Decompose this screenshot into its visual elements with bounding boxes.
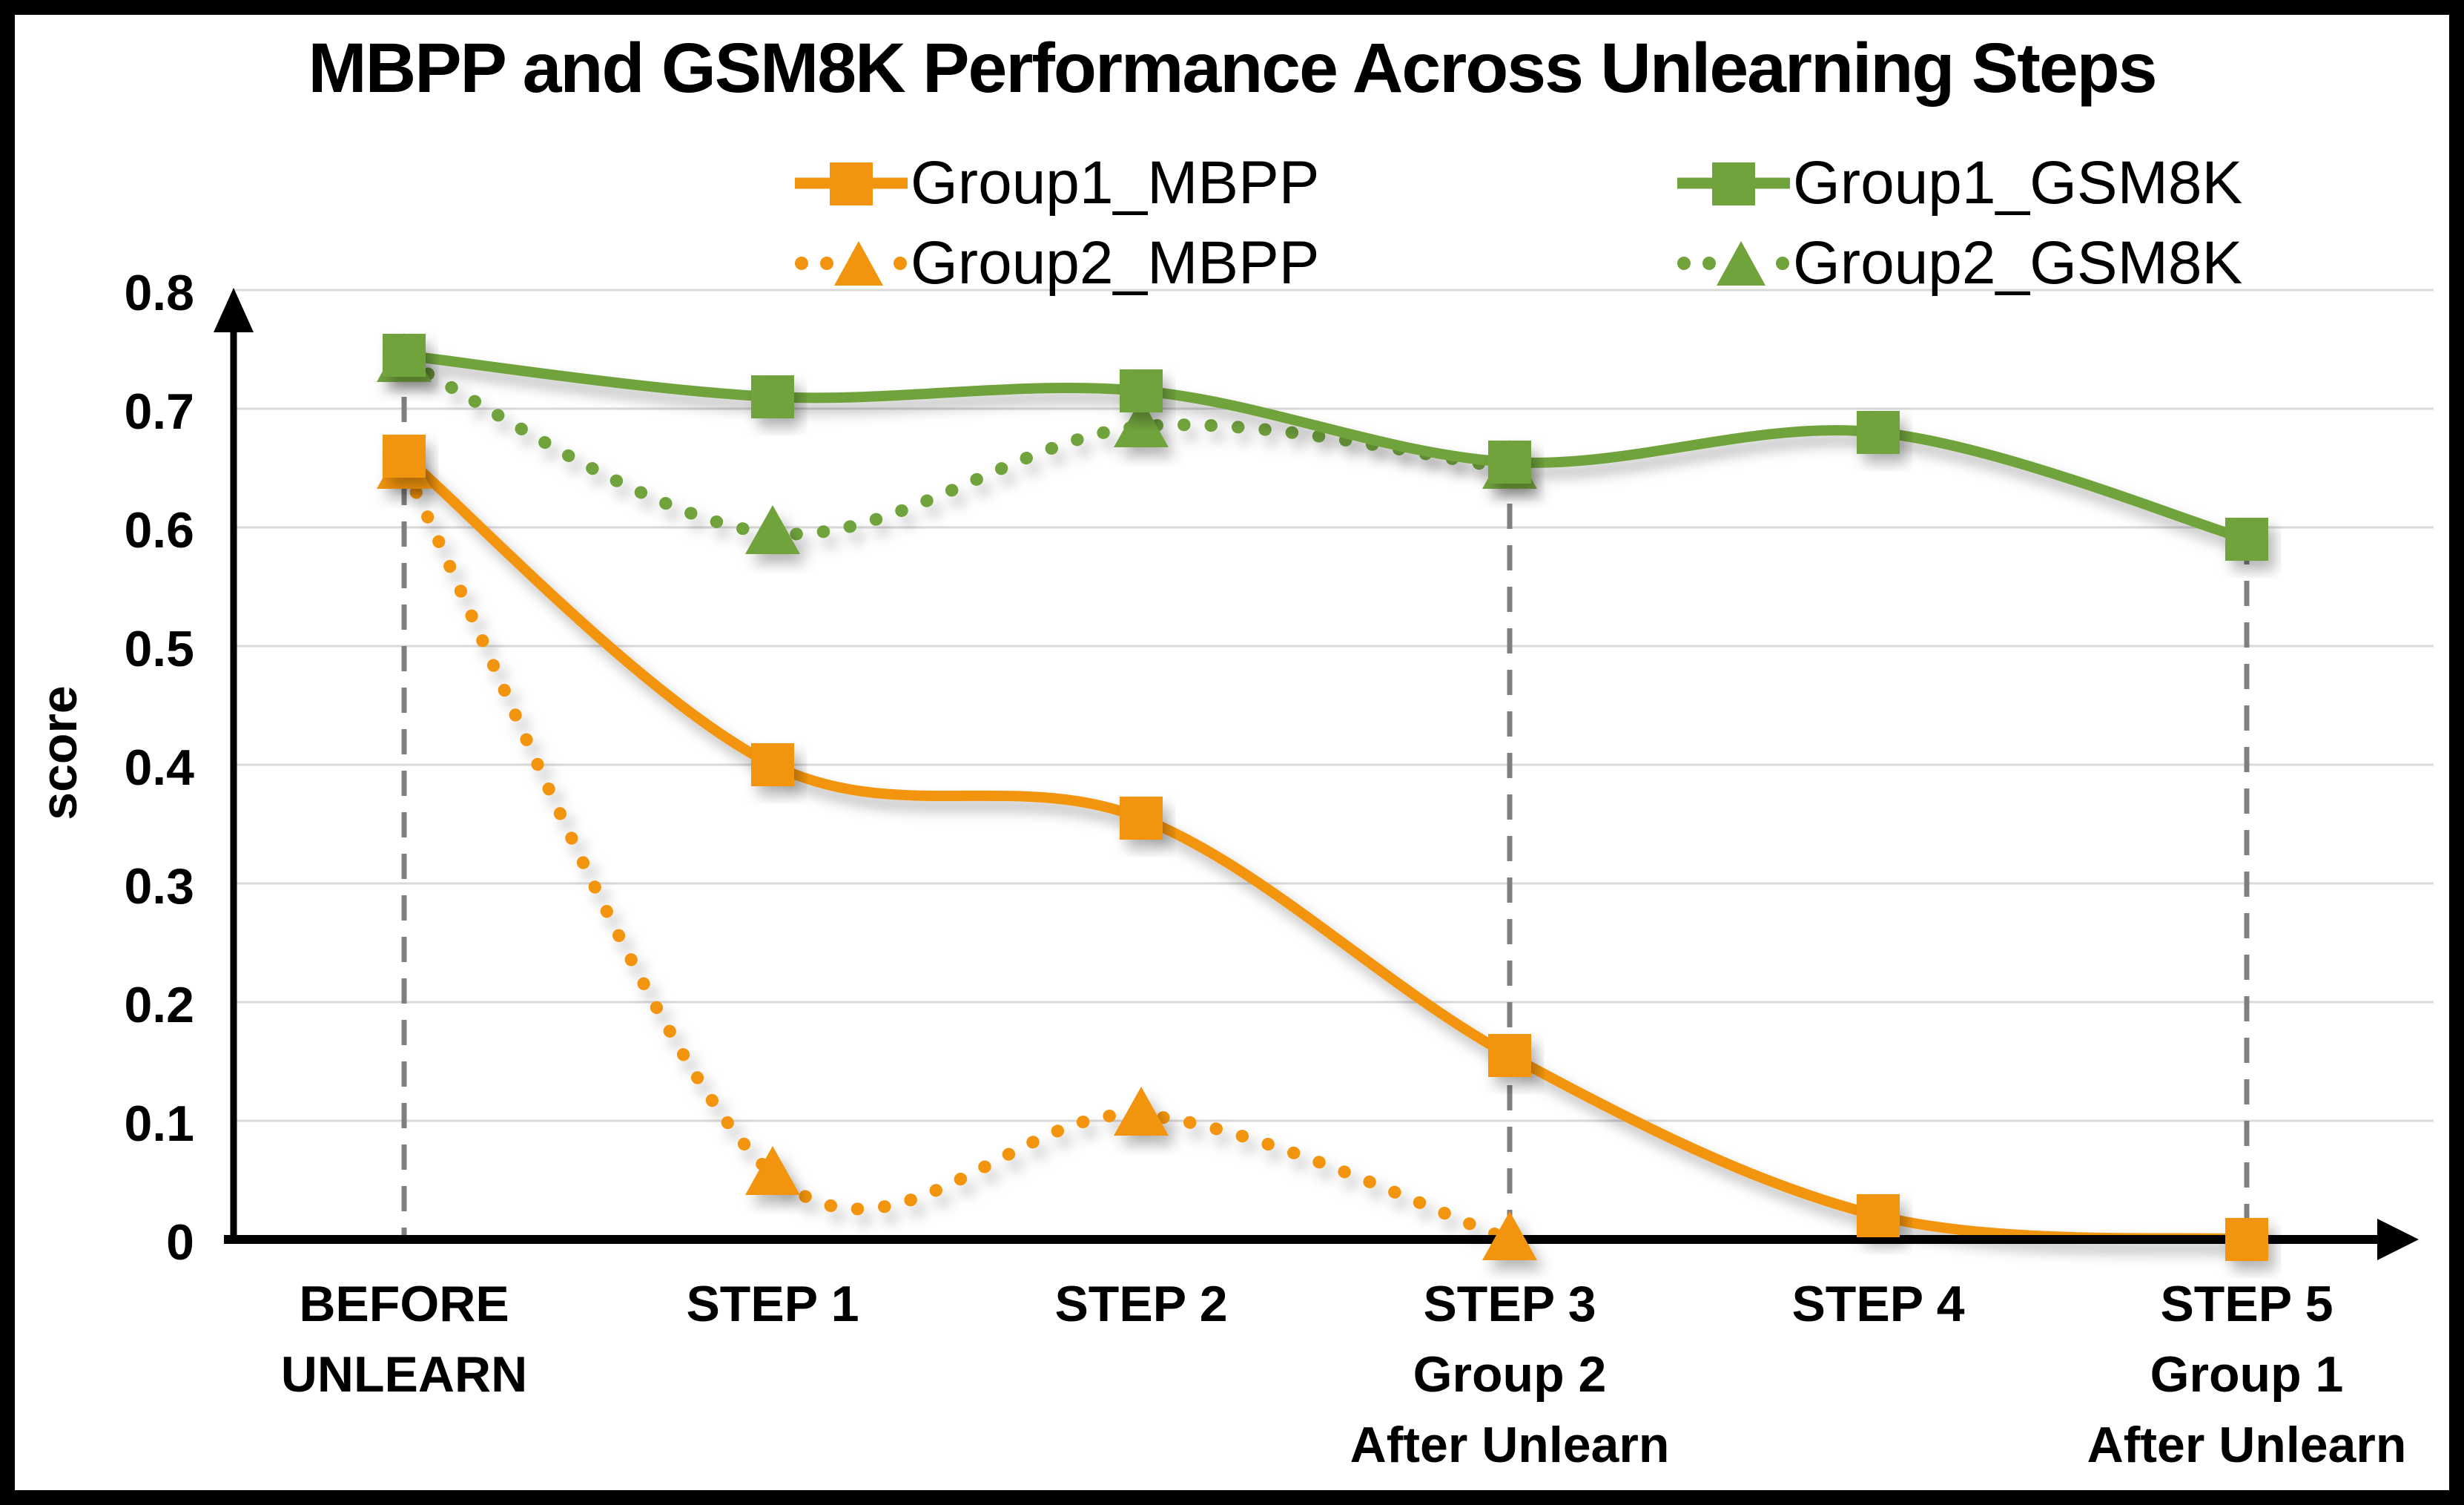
y-axis-title: score xyxy=(31,685,87,820)
marker-square-Group1_GSM8K-4 xyxy=(1857,411,1900,454)
marker-triangle-Group2_GSM8K-1 xyxy=(745,505,800,554)
marker-square-Group1_MBPP-4 xyxy=(1857,1194,1900,1237)
chart-title: MBPP and GSM8K Performance Across Unlear… xyxy=(308,29,2157,108)
legend-label: Group1_GSM8K xyxy=(1793,149,2243,217)
legend-solid-square-icon xyxy=(795,157,908,210)
marker-square-Group1_MBPP-1 xyxy=(751,743,794,786)
y-tick-label: 0.8 xyxy=(124,265,194,321)
x-category-label-5-line-1: Group 1 xyxy=(2150,1346,2344,1403)
marker-square-Group1_GSM8K-0 xyxy=(383,334,426,377)
chart-panel xyxy=(15,15,2449,1490)
x-axis-arrow-icon xyxy=(2377,1219,2419,1260)
x-category-label-3-line-2: After Unlearn xyxy=(1350,1417,1670,1473)
marker-square-Group1_GSM8K-3 xyxy=(1488,441,1531,484)
legend-dotted-triangle-icon xyxy=(1677,237,1790,290)
marker-square-Group1_MBPP-5 xyxy=(2225,1218,2268,1261)
marker-triangle-Group2_MBPP-3 xyxy=(1482,1211,1537,1260)
x-category-label-0-line-0: BEFORE xyxy=(299,1276,509,1332)
y-tick-label: 0.5 xyxy=(124,621,194,677)
legend-dotted-triangle-icon xyxy=(795,237,908,290)
legend-solid-square-icon xyxy=(1677,157,1790,210)
marker-square-Group1_GSM8K-2 xyxy=(1120,369,1163,412)
y-axis-arrow-icon xyxy=(214,288,254,332)
marker-triangle-Group2_MBPP-2 xyxy=(1114,1087,1169,1136)
x-category-label-3-line-0: STEP 3 xyxy=(1423,1276,1596,1332)
y-tick-label: 0 xyxy=(166,1214,194,1271)
marker-square-Group1_MBPP-3 xyxy=(1488,1034,1531,1077)
legend-item-group2-gsm8k: Group2_GSM8K xyxy=(1677,228,2242,298)
series-line-Group1_MBPP xyxy=(400,452,2247,1245)
legend-label: Group2_GSM8K xyxy=(1793,229,2243,297)
marker-square-Group1_GSM8K-5 xyxy=(2225,518,2268,561)
x-category-label-3-line-1: Group 2 xyxy=(1413,1346,1607,1403)
legend-item-group2-mbpp: Group2_MBPP xyxy=(795,228,1320,298)
marker-triangle-Group2_MBPP-1 xyxy=(745,1146,800,1195)
marker-square-Group1_MBPP-2 xyxy=(1120,797,1163,840)
series-line-Group2_GSM8K xyxy=(397,355,1516,541)
legend-label: Group2_MBPP xyxy=(911,229,1320,297)
x-category-label-2-line-0: STEP 2 xyxy=(1054,1276,1227,1332)
y-tick-label: 0.7 xyxy=(124,383,194,440)
x-category-label-1-line-0: STEP 1 xyxy=(686,1276,859,1332)
y-tick-label: 0.2 xyxy=(124,977,194,1033)
legend-item-group1-gsm8k: Group1_GSM8K xyxy=(1677,148,2242,218)
y-tick-label: 0.1 xyxy=(124,1096,194,1152)
x-category-label-0-line-1: UNLEARN xyxy=(281,1346,527,1403)
y-tick-label: 0.6 xyxy=(124,502,194,559)
legend-label: Group1_MBPP xyxy=(911,149,1320,217)
marker-square-Group1_MBPP-0 xyxy=(383,435,426,478)
marker-square-Group1_GSM8K-1 xyxy=(751,375,794,418)
y-tick-label: 0.3 xyxy=(124,858,194,915)
y-tick-label: 0.4 xyxy=(124,740,194,796)
x-category-label-4-line-0: STEP 4 xyxy=(1791,1276,1964,1332)
series-line-Group2_MBPP xyxy=(397,461,1516,1246)
legend-item-group1-mbpp: Group1_MBPP xyxy=(795,148,1320,218)
x-category-label-5-line-2: After Unlearn xyxy=(2087,1417,2407,1473)
marker-triangle-Group2_GSM8K-2 xyxy=(1114,398,1169,447)
series-line-Group1_GSM8K xyxy=(403,350,2248,544)
x-category-label-5-line-0: STEP 5 xyxy=(2160,1276,2333,1332)
